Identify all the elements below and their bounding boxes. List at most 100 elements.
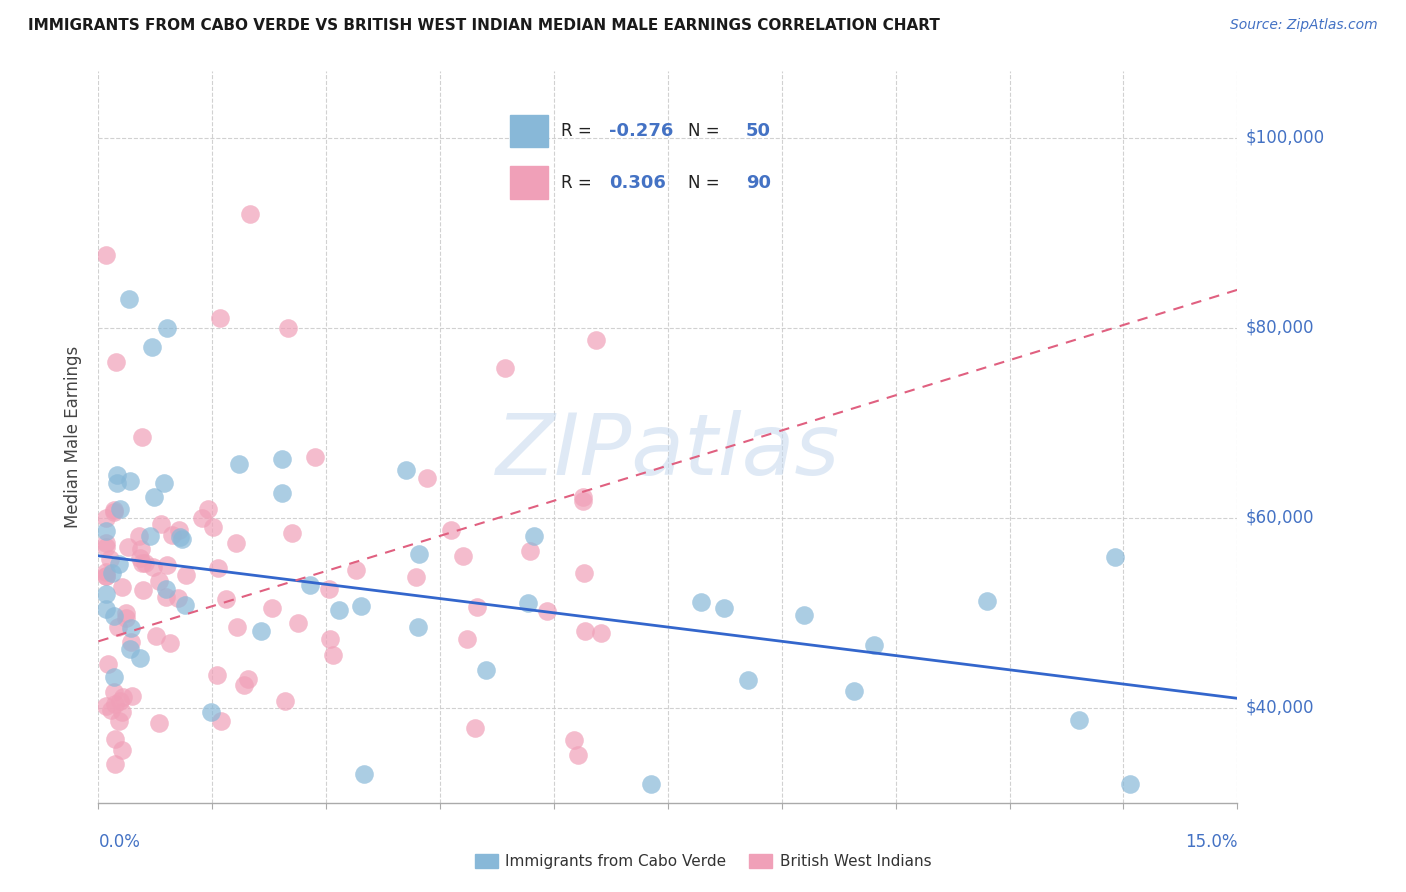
British West Indians	[167, 523, 190, 537]
Immigrants from Cabo Verde	[516, 595, 538, 609]
Immigrants from Cabo Verde	[1067, 714, 1090, 728]
Immigrants from Cabo Verde	[298, 578, 321, 592]
Immigrants from Cabo Verde	[121, 621, 143, 635]
British West Indians	[112, 690, 135, 704]
British West Indians	[104, 731, 127, 746]
British West Indians	[108, 694, 131, 708]
British West Indians	[209, 714, 232, 728]
Immigrants from Cabo Verde	[862, 639, 884, 653]
British West Indians	[536, 604, 558, 618]
Immigrants from Cabo Verde	[139, 528, 162, 542]
Legend: Immigrants from Cabo Verde, British West Indians: Immigrants from Cabo Verde, British West…	[468, 848, 938, 875]
Immigrants from Cabo Verde	[142, 490, 165, 504]
Immigrants from Cabo Verde	[103, 608, 125, 623]
British West Indians	[405, 569, 427, 583]
Immigrants from Cabo Verde	[328, 603, 350, 617]
British West Indians	[464, 722, 486, 736]
Immigrants from Cabo Verde	[101, 566, 124, 580]
British West Indians	[174, 567, 197, 582]
Immigrants from Cabo Verde	[94, 602, 117, 616]
British West Indians	[121, 689, 143, 703]
Immigrants from Cabo Verde	[169, 530, 191, 544]
Text: ZIPatlas: ZIPatlas	[496, 410, 839, 493]
Immigrants from Cabo Verde	[408, 548, 430, 562]
British West Indians	[344, 563, 367, 577]
British West Indians	[304, 450, 326, 464]
Immigrants from Cabo Verde	[793, 607, 815, 622]
Immigrants from Cabo Verde	[105, 475, 128, 490]
British West Indians	[215, 591, 238, 606]
British West Indians	[319, 632, 342, 647]
Immigrants from Cabo Verde	[270, 452, 292, 467]
Immigrants from Cabo Verde	[118, 474, 141, 488]
British West Indians	[94, 248, 117, 262]
British West Indians	[132, 583, 155, 598]
Immigrants from Cabo Verde	[842, 683, 865, 698]
British West Indians	[145, 629, 167, 643]
Immigrants from Cabo Verde	[108, 502, 131, 516]
British West Indians	[197, 501, 219, 516]
Text: $40,000: $40,000	[1246, 698, 1315, 717]
British West Indians	[572, 490, 595, 504]
British West Indians	[574, 624, 596, 638]
British West Indians	[111, 705, 134, 719]
British West Indians	[117, 540, 139, 554]
British West Indians	[94, 569, 117, 583]
British West Indians	[94, 511, 117, 525]
Immigrants from Cabo Verde	[103, 670, 125, 684]
British West Indians	[148, 716, 170, 731]
Immigrants from Cabo Verde	[976, 593, 998, 607]
Immigrants from Cabo Verde	[173, 599, 195, 613]
British West Indians	[104, 757, 127, 772]
Text: Source: ZipAtlas.com: Source: ZipAtlas.com	[1230, 18, 1378, 32]
British West Indians	[494, 360, 516, 375]
British West Indians	[262, 600, 284, 615]
British West Indians	[107, 620, 129, 634]
British West Indians	[591, 625, 613, 640]
Immigrants from Cabo Verde	[153, 476, 176, 491]
Immigrants from Cabo Verde	[475, 663, 498, 677]
British West Indians	[519, 543, 541, 558]
Immigrants from Cabo Verde	[107, 557, 129, 571]
British West Indians	[226, 620, 249, 634]
British West Indians	[142, 559, 165, 574]
British West Indians	[94, 540, 117, 554]
British West Indians	[322, 648, 344, 662]
British West Indians	[107, 714, 129, 729]
Immigrants from Cabo Verde	[141, 340, 163, 354]
Immigrants from Cabo Verde	[1119, 777, 1142, 791]
British West Indians	[94, 566, 117, 580]
Text: IMMIGRANTS FROM CABO VERDE VS BRITISH WEST INDIAN MEDIAN MALE EARNINGS CORRELATI: IMMIGRANTS FROM CABO VERDE VS BRITISH WE…	[28, 18, 941, 33]
British West Indians	[273, 694, 295, 708]
Immigrants from Cabo Verde	[118, 293, 141, 307]
British West Indians	[129, 542, 152, 557]
British West Indians	[105, 355, 128, 369]
British West Indians	[134, 556, 156, 570]
British West Indians	[456, 632, 478, 646]
Immigrants from Cabo Verde	[156, 321, 179, 335]
Text: 0.0%: 0.0%	[98, 833, 141, 851]
British West Indians	[103, 503, 125, 517]
British West Indians	[115, 610, 138, 624]
British West Indians	[159, 636, 181, 650]
British West Indians	[96, 698, 118, 713]
British West Indians	[120, 634, 142, 648]
Immigrants from Cabo Verde	[250, 624, 273, 638]
Immigrants from Cabo Verde	[118, 642, 141, 657]
British West Indians	[129, 550, 152, 565]
British West Indians	[111, 580, 134, 594]
British West Indians	[156, 558, 179, 572]
Immigrants from Cabo Verde	[353, 767, 375, 781]
British West Indians	[416, 471, 439, 485]
British West Indians	[439, 523, 461, 537]
British West Indians	[239, 207, 262, 221]
British West Indians	[98, 552, 121, 566]
British West Indians	[205, 668, 228, 682]
British West Indians	[131, 556, 153, 570]
Immigrants from Cabo Verde	[523, 529, 546, 543]
British West Indians	[115, 607, 138, 621]
Immigrants from Cabo Verde	[129, 650, 152, 665]
British West Indians	[131, 430, 153, 444]
Immigrants from Cabo Verde	[94, 524, 117, 538]
British West Indians	[572, 494, 595, 508]
